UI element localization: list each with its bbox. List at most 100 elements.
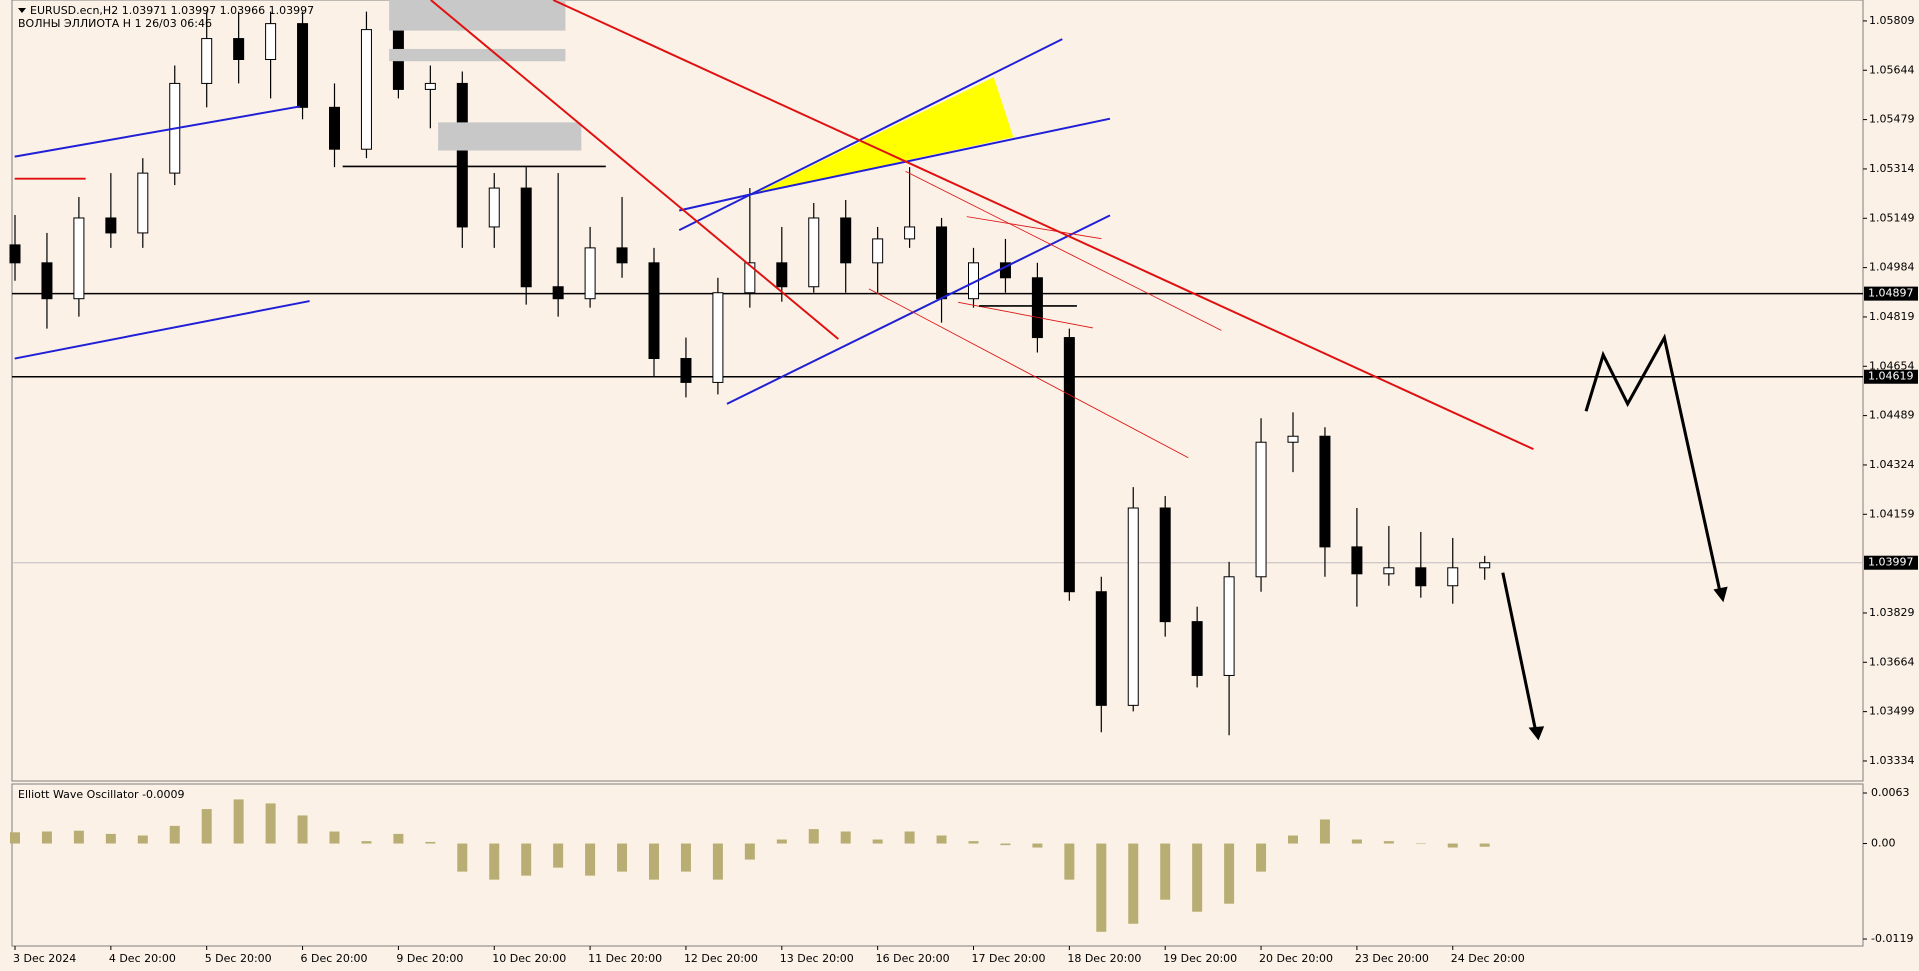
y-tick-label: 1.03664 xyxy=(1869,655,1915,668)
x-tick-label: 18 Dec 20:00 xyxy=(1067,952,1141,965)
candle-body xyxy=(137,172,149,234)
osc-bar xyxy=(744,843,755,860)
forecast-arrow xyxy=(1501,572,1538,733)
candle-body xyxy=(840,217,852,264)
osc-bar xyxy=(712,843,723,880)
osc-bar xyxy=(1351,839,1362,844)
candle-body xyxy=(488,187,500,228)
x-tick-label: 9 Dec 20:00 xyxy=(396,952,463,965)
price-label: 1.04619 xyxy=(1868,370,1914,383)
trendline xyxy=(726,214,1111,405)
candle-body xyxy=(680,358,692,383)
osc-bar xyxy=(489,843,500,880)
osc-bar xyxy=(1064,843,1075,880)
price-label-box xyxy=(1864,555,1918,570)
osc-y-tick-label: 0.0063 xyxy=(1871,786,1910,799)
trendline xyxy=(14,105,301,158)
candle-body xyxy=(1479,562,1491,569)
osc-bar xyxy=(137,835,148,844)
candle-body xyxy=(9,244,21,264)
y-tick-label: 1.05809 xyxy=(1869,14,1915,27)
candle-body xyxy=(1319,435,1331,548)
candle-body xyxy=(1383,567,1395,575)
candle-body xyxy=(1191,621,1203,676)
osc-bar xyxy=(1319,819,1330,844)
osc-bar xyxy=(329,831,340,844)
x-tick-label: 10 Dec 20:00 xyxy=(492,952,566,965)
osc-bar xyxy=(649,843,659,880)
candle-body xyxy=(1351,546,1363,575)
y-tick-label: 1.04324 xyxy=(1869,458,1915,471)
osc-bar xyxy=(297,815,308,844)
osc-bar xyxy=(553,843,564,868)
wedge xyxy=(755,77,1014,194)
candle-body xyxy=(808,217,820,288)
arrow-head xyxy=(1528,726,1545,741)
candle-body xyxy=(648,262,660,360)
x-tick-label: 23 Dec 20:00 xyxy=(1355,952,1429,965)
osc-bar xyxy=(1447,843,1458,848)
osc-bar xyxy=(1256,843,1267,872)
osc-bar xyxy=(265,803,276,844)
osc-bar xyxy=(1000,843,1011,846)
osc-bar xyxy=(1032,843,1043,848)
oscillator-label: Elliott Wave Oscillator -0.0009 xyxy=(18,788,185,801)
osc-bar xyxy=(808,829,819,844)
candle-body xyxy=(1095,591,1107,706)
y-tick-label: 1.03499 xyxy=(1869,705,1915,718)
candle-body xyxy=(1415,567,1427,587)
osc-bar xyxy=(425,841,436,844)
osc-bar xyxy=(393,833,404,844)
trendline xyxy=(430,0,839,340)
trendline xyxy=(754,117,1111,195)
candle-body xyxy=(456,82,468,228)
osc-bar xyxy=(41,831,52,844)
trendline xyxy=(678,38,1063,231)
osc-bar xyxy=(1128,843,1139,924)
candle-body xyxy=(1223,576,1235,676)
osc-bar xyxy=(968,841,979,844)
candle-body xyxy=(712,292,724,383)
osc-bar xyxy=(73,830,84,844)
y-tick-label: 1.05479 xyxy=(1869,113,1915,126)
y-tick-label: 1.05149 xyxy=(1869,211,1915,224)
forecast-arrow xyxy=(1584,333,1723,596)
candle-body xyxy=(776,262,788,288)
osc-bar xyxy=(1288,835,1298,844)
x-tick-label: 12 Dec 20:00 xyxy=(684,952,758,965)
candle-body xyxy=(360,29,372,150)
trendline xyxy=(966,216,1102,240)
osc-bar xyxy=(1479,843,1490,847)
osc-bar xyxy=(936,835,947,844)
candle-body xyxy=(744,262,756,294)
x-tick-label: 19 Dec 20:00 xyxy=(1163,952,1237,965)
osc-bar xyxy=(361,841,372,844)
trendline xyxy=(678,192,756,212)
candle-body xyxy=(872,238,884,264)
x-tick-label: 3 Dec 2024 xyxy=(13,952,76,965)
price-label: 1.03997 xyxy=(1868,556,1914,569)
x-tick-label: 13 Dec 20:00 xyxy=(780,952,854,965)
osc-bar xyxy=(1383,841,1394,844)
candle-body xyxy=(1031,277,1043,339)
candle-body xyxy=(329,106,340,150)
candle-body xyxy=(584,247,596,300)
x-tick-label: 24 Dec 20:00 xyxy=(1451,952,1525,965)
price-label: 1.04897 xyxy=(1868,287,1914,300)
osc-y-tick-label: -0.0119 xyxy=(1871,932,1913,945)
candle-body xyxy=(1447,567,1459,587)
candle-body xyxy=(1287,435,1299,443)
candle-body xyxy=(1127,507,1139,706)
x-tick-label: 20 Dec 20:00 xyxy=(1259,952,1333,965)
zone xyxy=(438,122,582,151)
candle-body xyxy=(265,23,277,61)
y-tick-label: 1.04159 xyxy=(1869,507,1915,520)
candle-body xyxy=(1159,507,1171,623)
osc-bar xyxy=(680,843,691,872)
chart-subtitle: ВОЛНЫ ЭЛЛИОТА Н 1 26/03 06:46 xyxy=(18,17,212,30)
y-tick-label: 1.03334 xyxy=(1869,754,1915,767)
trendline xyxy=(552,0,1534,451)
candle-body xyxy=(520,187,532,288)
menu-triangle[interactable] xyxy=(18,8,26,13)
candle-body xyxy=(41,262,53,300)
